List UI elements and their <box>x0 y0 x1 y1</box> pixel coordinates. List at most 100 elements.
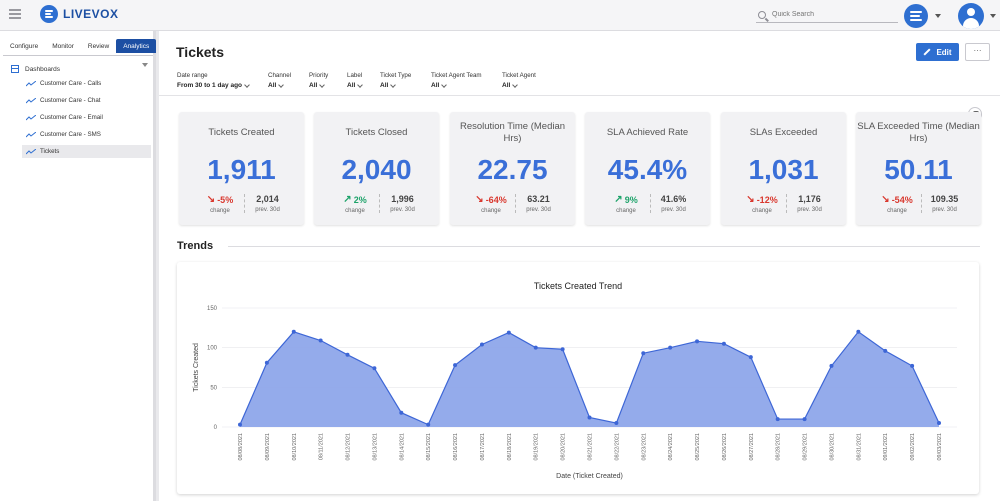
kpi-card-resolution-time-median-hrs: Resolution Time (Median Hrs) 22.75 ↘ -64% ch… <box>450 112 575 225</box>
x-tick-label: 09/02/2021 <box>910 433 916 461</box>
kpi-card-sla-achieved-rate: SLA Achieved Rate 45.4% ↗ 9% change 41.6% prev… <box>585 112 710 225</box>
avatar[interactable] <box>958 3 984 29</box>
filter-value[interactable]: All <box>268 81 291 89</box>
filter-value[interactable]: All <box>502 81 536 89</box>
x-tick-label: 08/08/2021 <box>238 433 244 461</box>
sidebar-tabs: Configure Monitor Review Analytics <box>3 36 157 56</box>
chevron-down-icon[interactable] <box>990 14 996 18</box>
kpi-title: Tickets Created <box>208 127 275 138</box>
kpi-change-value: 2% <box>353 194 367 205</box>
filter-value[interactable]: All <box>431 81 482 89</box>
y-tick-label: 150 <box>207 306 218 312</box>
filter-value[interactable]: All <box>309 81 328 89</box>
arrow-up-right-icon: ↗ <box>614 194 623 205</box>
data-point <box>453 363 458 368</box>
data-point <box>372 366 377 371</box>
kpi-title: SLA Exceeded Time (Median Hrs) <box>857 121 980 144</box>
sidebar-item-tickets[interactable]: Tickets <box>22 145 151 158</box>
x-tick-label: 08/17/2021 <box>480 433 486 461</box>
x-tick-label: 08/14/2021 <box>399 433 405 461</box>
tab-monitor[interactable]: Monitor <box>52 43 74 50</box>
data-point <box>937 421 941 426</box>
kpi-value: 1,031 <box>748 154 819 185</box>
filter-value[interactable]: All <box>380 81 411 89</box>
kpi-card-tickets-created: Tickets Created 1,911 ↘ -5% change 2,014 prev.… <box>179 112 304 225</box>
kpi-prev-label: prev. 30d <box>661 207 686 213</box>
data-point <box>238 422 242 427</box>
filter-ticket-type[interactable]: Ticket Type All <box>380 72 411 89</box>
tree-root-dashboards[interactable]: Dashboards <box>11 63 153 73</box>
kpi-change-value: -5% <box>217 194 234 205</box>
trend-line-icon <box>26 148 36 154</box>
app-name: LIVEVOX <box>63 7 119 21</box>
data-point <box>721 341 726 346</box>
trend-chart-card: Tickets Created Trend 0 50 100 150 Tickets Cr… <box>177 262 979 494</box>
data-point <box>426 422 431 427</box>
app-switcher-button[interactable] <box>904 4 928 28</box>
chevron-down-icon <box>278 81 285 88</box>
kpi-change-label: change <box>345 208 365 214</box>
menu-icon[interactable] <box>9 9 21 19</box>
main-content: Tickets Edit ··· Date range From 30 to 1 … <box>159 31 1000 501</box>
kpi-prev-value: 63.21 <box>527 194 550 204</box>
tab-configure[interactable]: Configure <box>10 43 39 50</box>
kpi-prev-value: 109.35 <box>930 194 959 204</box>
search-input[interactable] <box>772 11 892 18</box>
data-point <box>802 417 807 422</box>
filter-label: Channel <box>268 72 292 79</box>
filter-ticket-agent[interactable]: Ticket Agent All <box>502 72 536 89</box>
filter-date-range[interactable]: Date range From 30 to 1 day ago <box>177 72 250 89</box>
edit-button[interactable]: Edit <box>916 43 959 61</box>
kpi-previous: 109.35 prev. 30d <box>921 194 967 213</box>
filter-value[interactable]: From 30 to 1 day ago <box>177 81 250 89</box>
data-point <box>641 351 646 356</box>
trend-line-icon <box>26 131 36 137</box>
data-point <box>614 421 619 426</box>
chevron-down-icon[interactable] <box>935 14 941 18</box>
sidebar-item-label: Tickets <box>40 148 60 155</box>
kpi-previous: 2,014 prev. 30d <box>244 194 290 213</box>
x-tick-label: 08/10/2021 <box>292 433 298 461</box>
chevron-down-icon[interactable] <box>142 63 148 67</box>
filter-label[interactable]: Label All <box>347 72 364 89</box>
tab-review[interactable]: Review <box>87 43 110 50</box>
filter-label: Ticket Agent Team <box>431 72 482 79</box>
kpi-change-label: change <box>481 208 501 214</box>
filter-label: Date range <box>177 72 208 79</box>
filter-value[interactable]: All <box>347 81 364 89</box>
x-tick-label: 08/19/2021 <box>534 433 540 461</box>
filter-label: Label <box>347 72 363 79</box>
kpi-value: 45.4% <box>607 154 688 185</box>
sidebar-item-customer-care-calls[interactable]: Customer Care - Calls <box>22 77 151 90</box>
filter-ticket-agent-team[interactable]: Ticket Agent Team All <box>431 72 482 89</box>
chevron-down-icon <box>357 81 364 88</box>
data-point <box>560 347 565 352</box>
sidebar-item-customer-care-email[interactable]: Customer Care - Email <box>22 111 151 124</box>
filter-value-text: All <box>309 82 318 89</box>
x-tick-label: 08/11/2021 <box>319 433 325 460</box>
tab-analytics[interactable]: Analytics <box>116 39 157 53</box>
x-tick-label: 08/09/2021 <box>265 433 271 461</box>
logo[interactable]: LIVEVOX <box>40 5 119 23</box>
data-point <box>264 360 269 365</box>
trend-line-icon <box>26 97 36 103</box>
filter-channel[interactable]: Channel All <box>268 72 291 89</box>
filter-value-text: All <box>268 82 277 89</box>
filter-label: Priority <box>309 72 329 79</box>
kpi-change: ↘ -64% change <box>467 194 515 214</box>
divider <box>228 246 980 247</box>
data-point <box>506 330 511 335</box>
filter-priority[interactable]: Priority All <box>309 72 328 89</box>
filter-value-text: All <box>502 82 511 89</box>
dashboard-icon <box>11 65 19 73</box>
sidebar-item-customer-care-chat[interactable]: Customer Care - Chat <box>22 94 151 107</box>
x-tick-label: 08/29/2021 <box>803 433 809 461</box>
sidebar-item-customer-care-sms[interactable]: Customer Care - SMS <box>22 128 151 141</box>
more-button[interactable]: ··· <box>965 43 990 61</box>
kpi-change-value: -12% <box>756 194 778 205</box>
quick-search[interactable] <box>756 7 898 23</box>
kpi-change-label: change <box>887 208 907 214</box>
kpi-change-label: change <box>616 208 636 214</box>
trend-line-icon <box>26 80 36 86</box>
x-tick-label: 08/31/2021 <box>856 433 862 461</box>
